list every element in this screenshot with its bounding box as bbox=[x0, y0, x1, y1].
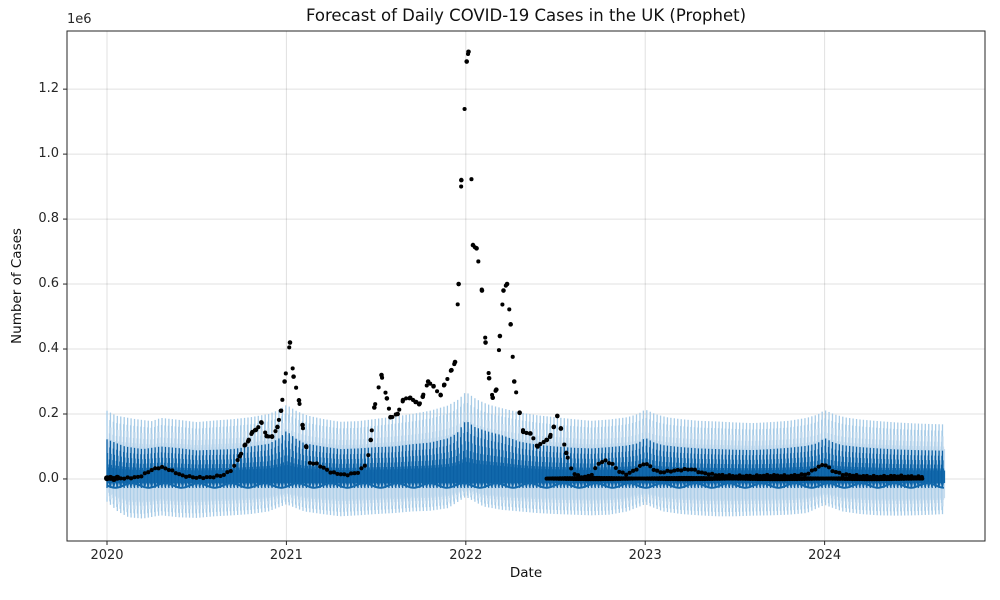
x-tick-label: 2024 bbox=[808, 548, 842, 563]
y-tick-label: 1.2 bbox=[38, 81, 59, 97]
chart-title: Forecast of Daily COVID-19 Cases in the … bbox=[305, 6, 747, 25]
y-tick-label: 0.6 bbox=[38, 276, 59, 292]
y-tick-label: 0.8 bbox=[38, 211, 59, 227]
x-tick-label: 2021 bbox=[269, 548, 303, 563]
x-tick-label: 2022 bbox=[449, 548, 483, 563]
x-axis-label: Date bbox=[509, 565, 543, 581]
y-tick-label: 1.0 bbox=[38, 146, 59, 162]
y-tick-label: 0.4 bbox=[38, 341, 59, 357]
y-axis-offset-label: 1e6 bbox=[67, 12, 92, 27]
x-tick-label: 2020 bbox=[90, 548, 124, 563]
y-tick-label: 0.2 bbox=[38, 405, 59, 421]
x-tick-label: 2023 bbox=[628, 548, 662, 563]
y-tick-label: 0.0 bbox=[38, 470, 59, 486]
